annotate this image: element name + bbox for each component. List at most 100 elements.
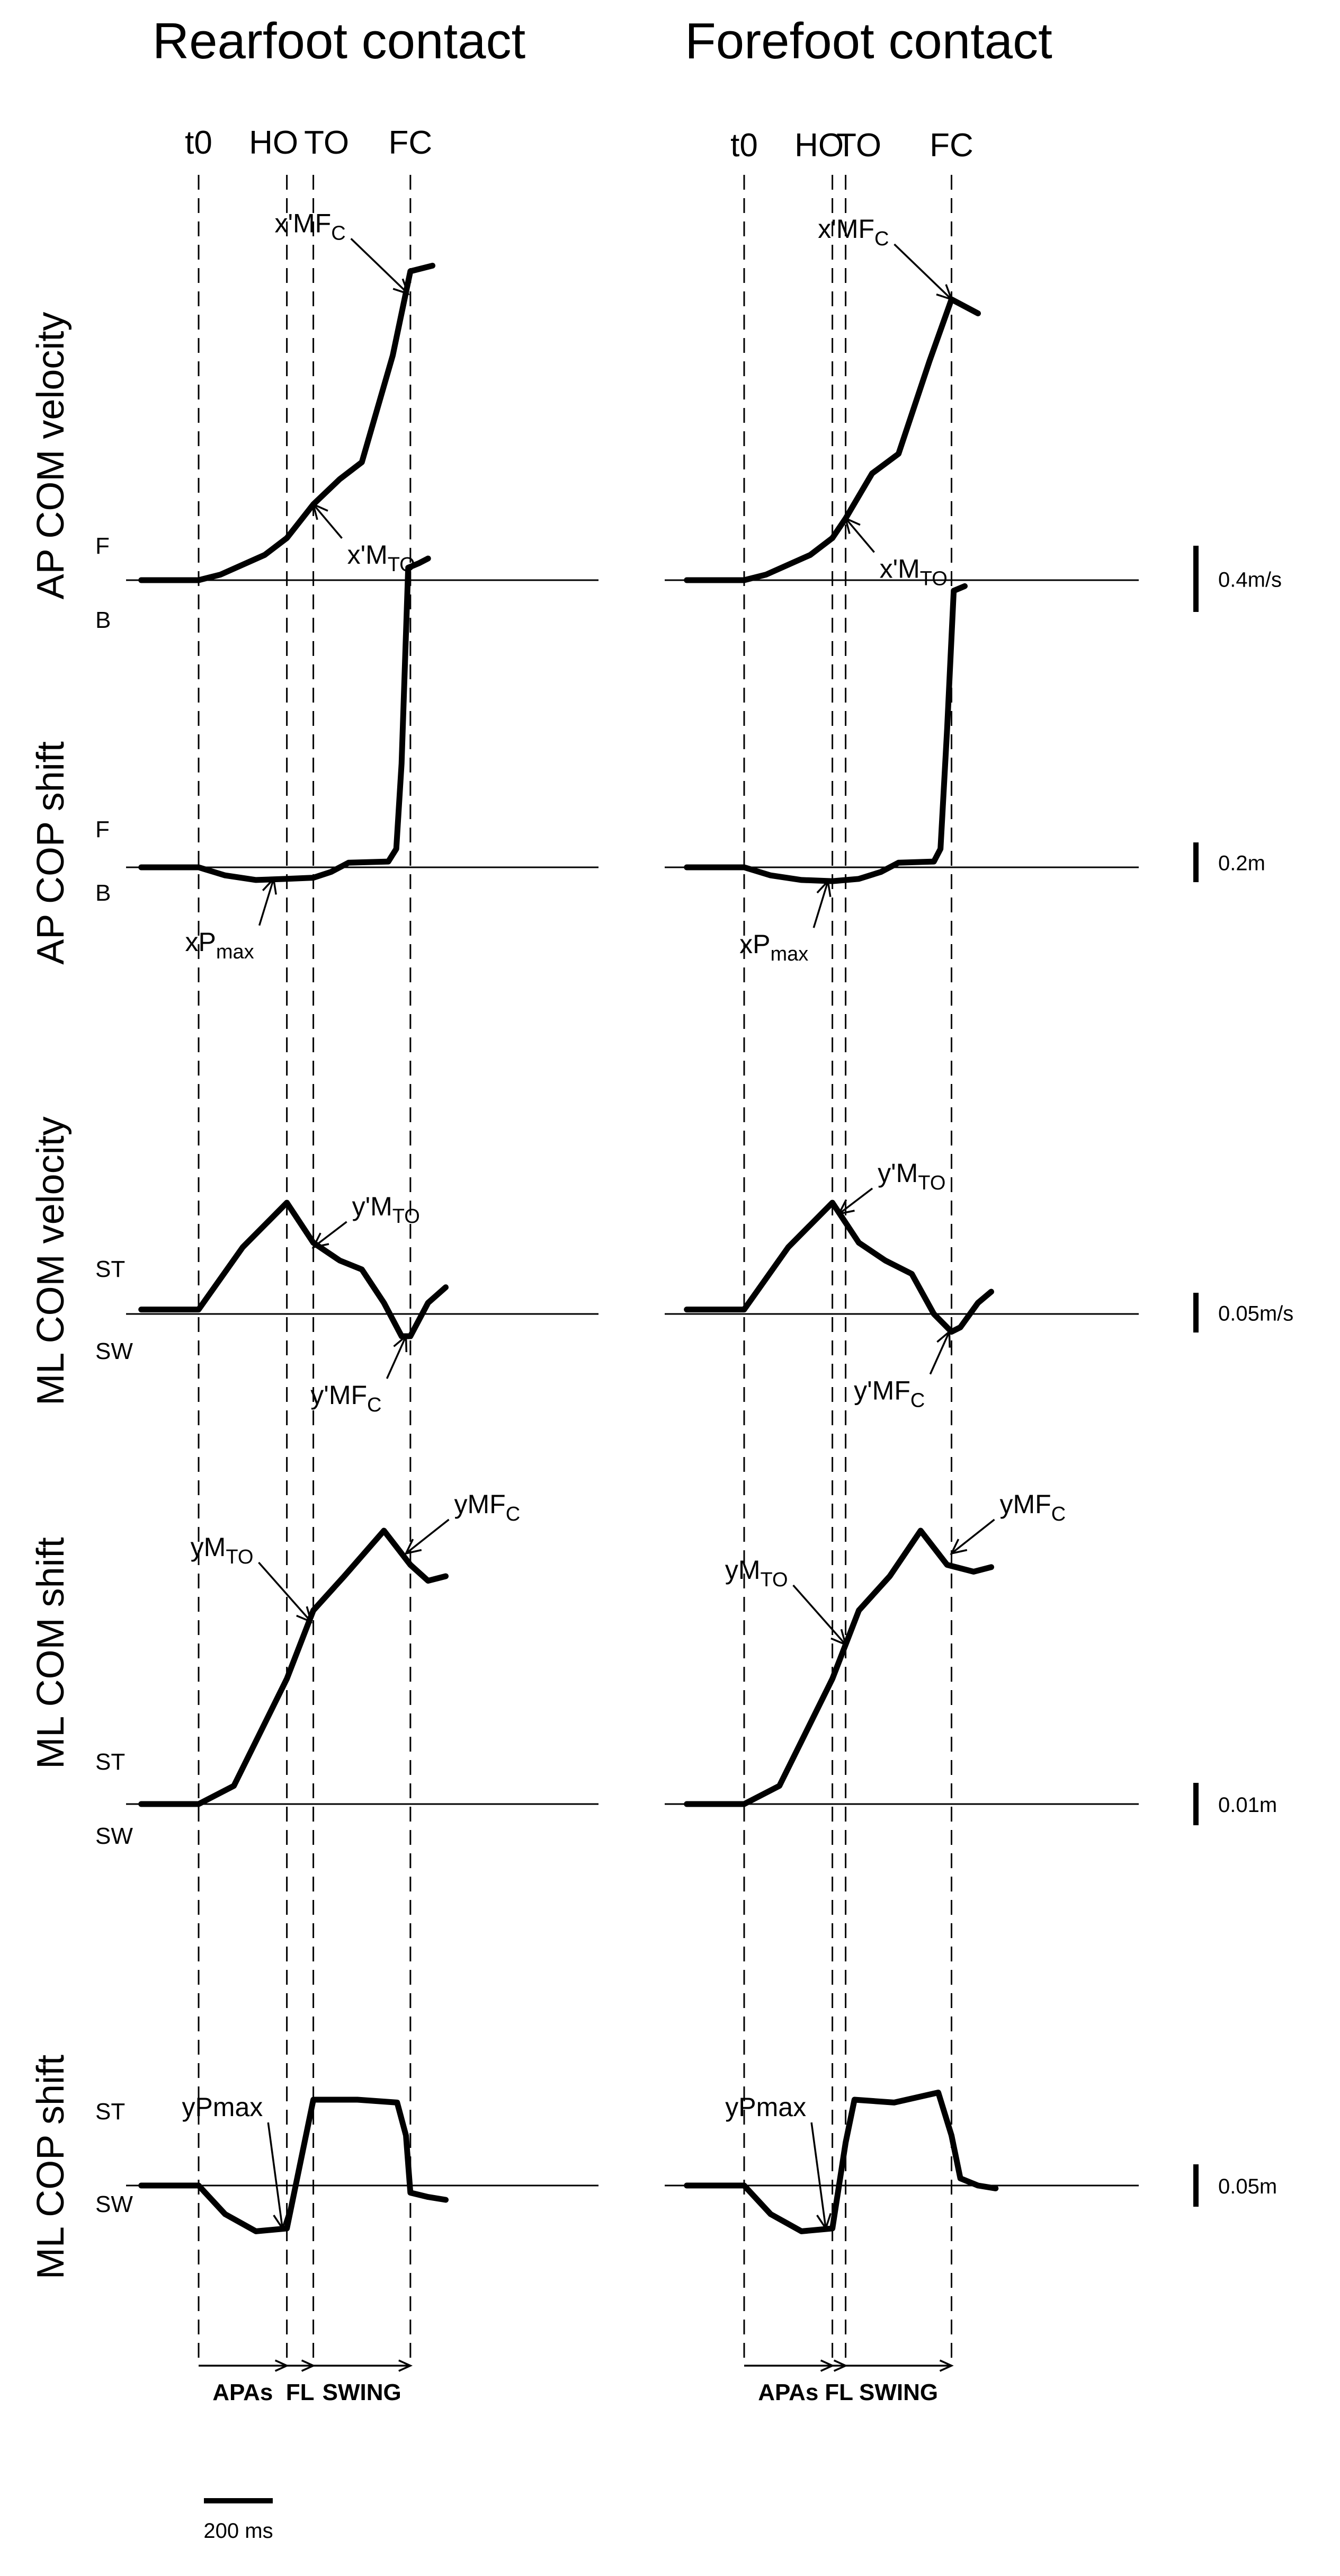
- scale-label: 0.05m/s: [1218, 1302, 1293, 1326]
- annotation-subscript: TO: [918, 1172, 945, 1194]
- event-label-to: TO: [836, 127, 881, 164]
- annotation-subscript: max: [770, 943, 808, 965]
- trace-ml-cop-shift: [138, 2097, 449, 2234]
- ylabel-panel-1: AP COM velocity: [30, 312, 72, 600]
- annotation-subscript: C: [1051, 1503, 1066, 1525]
- annotation-label: yMTO: [191, 1532, 254, 1568]
- annotation-base: x'MF: [818, 214, 874, 244]
- annotation-label: x'MTO: [880, 554, 948, 590]
- time-scale-label: 200 ms: [203, 2519, 273, 2543]
- annotation-base: yPmax: [182, 2092, 263, 2122]
- annotation-subscript: TO: [388, 554, 415, 576]
- annotation-label: x'MFC: [274, 208, 345, 244]
- annotation-label: x'MFC: [818, 214, 889, 250]
- annotation-label: yPmax: [725, 2092, 806, 2122]
- trace-ml-cop-shift: [684, 2090, 999, 2234]
- annotation-subscript: TO: [760, 1569, 788, 1591]
- annotation-subscript: C: [331, 222, 345, 244]
- trace-ap-com-velocity: [684, 296, 981, 583]
- trace-ap-cop-shift: [684, 583, 968, 884]
- annotation-arrow: [812, 881, 829, 928]
- direction-label-negative: SW: [95, 2191, 133, 2217]
- event-label-t0: t0: [730, 127, 758, 164]
- trace-ap-cop-shift: [138, 555, 431, 883]
- annotation-base: x'MF: [274, 208, 331, 238]
- annotation-arrow: [258, 1561, 312, 1623]
- chart-title-2: Forefoot contact: [685, 13, 1052, 69]
- annotation-label: yMFC: [454, 1489, 521, 1525]
- scale-label: 0.05m: [1218, 2175, 1277, 2198]
- direction-label-negative: SW: [95, 1823, 133, 1849]
- annotation-base: y'MF: [310, 1380, 367, 1410]
- direction-label-negative: B: [95, 607, 111, 633]
- annotation-subscript: TO: [920, 567, 948, 590]
- ylabel-panel-3: ML COM velocity: [30, 1116, 72, 1405]
- traces-layer: [138, 262, 999, 2234]
- annotation-subscript: C: [367, 1394, 381, 1416]
- annotation-arrow: [312, 1221, 347, 1248]
- annotation-label: yMTO: [725, 1555, 788, 1591]
- annotation-base: y'MF: [854, 1376, 910, 1406]
- direction-label-positive: F: [95, 816, 110, 842]
- event-label-ho: HO: [249, 125, 298, 161]
- phase-label-swing: SWING: [323, 2379, 401, 2405]
- annotation-arrow: [258, 878, 275, 926]
- ylabel-panel-2: AP COP shift: [30, 741, 72, 965]
- annotation-subscript: max: [216, 941, 254, 963]
- annotation-arrow: [929, 1331, 950, 1375]
- guide-lines-layer: [126, 175, 1199, 2372]
- annotation-base: xP: [739, 929, 770, 959]
- event-label-to: TO: [304, 125, 349, 161]
- annotation-label: y'MTO: [352, 1192, 420, 1228]
- annotation-label: yMFC: [1000, 1489, 1066, 1525]
- annotation-base: x'M: [347, 540, 388, 570]
- annotation-label: xPmax: [185, 927, 254, 963]
- annotation-subscript: TO: [392, 1205, 420, 1228]
- annotation-arrow: [838, 1187, 873, 1215]
- annotation-arrow: [267, 2122, 284, 2229]
- direction-label-negative: SW: [95, 1338, 133, 1364]
- phase-label-fl: FL: [825, 2379, 853, 2405]
- trace-ml-com-velocity: [138, 1200, 449, 1339]
- annotation-base: y'M: [352, 1192, 392, 1221]
- trace-ml-com-velocity: [684, 1200, 994, 1335]
- annotation-base: y'M: [878, 1158, 918, 1188]
- annotation-label: y'MFC: [854, 1376, 925, 1412]
- phase-label-apas: APAs: [758, 2379, 818, 2405]
- annotation-arrow: [350, 238, 409, 295]
- annotation-subscript: TO: [226, 1546, 253, 1568]
- phase-arrowhead: [939, 2359, 954, 2372]
- annotation-base: yMF: [454, 1489, 506, 1519]
- annotation-label: y'MFC: [310, 1380, 381, 1416]
- annotation-arrow: [312, 503, 343, 539]
- annotation-base: yM: [191, 1532, 226, 1562]
- phase-label-apas: APAs: [212, 2379, 273, 2405]
- annotation-arrow: [810, 2122, 827, 2229]
- annotation-arrowhead: [311, 1232, 329, 1249]
- direction-label-positive: ST: [95, 1749, 125, 1775]
- ylabel-panel-4: ML COM shift: [30, 1537, 72, 1769]
- phase-arrowhead: [398, 2359, 413, 2372]
- phase-label-swing: SWING: [859, 2379, 938, 2405]
- direction-label-negative: B: [95, 880, 111, 906]
- direction-label-positive: ST: [95, 1256, 125, 1282]
- annotation-arrow: [792, 1584, 846, 1646]
- annotation-label: x'MTO: [347, 540, 415, 576]
- annotation-base: x'M: [880, 554, 920, 583]
- scale-label: 0.01m: [1218, 1793, 1277, 1817]
- annotation-label: yPmax: [182, 2092, 263, 2122]
- annotation-arrow: [845, 518, 875, 553]
- annotation-subscript: C: [910, 1390, 925, 1412]
- chart-title-1: Rearfoot contact: [153, 13, 525, 69]
- annotation-subscript: C: [874, 228, 889, 250]
- phase-label-fl: FL: [286, 2379, 315, 2405]
- annotation-base: yM: [725, 1555, 761, 1585]
- ylabel-panel-5: ML COP shift: [30, 2055, 72, 2279]
- scale-label: 0.4m/s: [1218, 569, 1282, 592]
- event-label-fc: FC: [389, 125, 433, 161]
- trace-ml-com-shift: [684, 1527, 994, 1807]
- annotation-subscript: C: [506, 1503, 520, 1525]
- annotation-base: xP: [185, 927, 216, 957]
